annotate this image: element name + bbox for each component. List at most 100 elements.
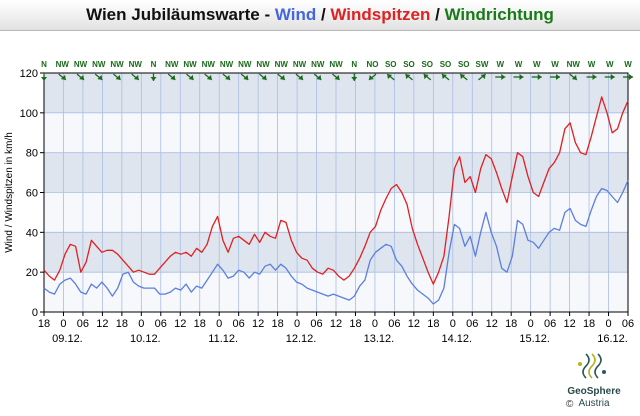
direction-arrow-head-icon (298, 74, 304, 80)
x-tick-label: 12 (486, 318, 498, 330)
x-tick-label: 12 (96, 318, 108, 330)
direction-arrow-head-icon (460, 74, 466, 80)
x-tick-label: 06 (622, 318, 634, 330)
logo-name: GeoSphere (567, 386, 621, 397)
title-wind: Wind (274, 5, 317, 24)
direction-label: NW (74, 60, 88, 69)
wind-series-line (43, 180, 629, 305)
x-tick-label: 18 (427, 318, 439, 330)
direction-label: W (606, 60, 614, 69)
y-tick-label: 80 (26, 148, 38, 160)
direction-arrow-head-icon (243, 74, 249, 80)
direction-label: SO (458, 60, 470, 69)
direction-arrow-head-icon (79, 74, 85, 80)
direction-label: SW (476, 60, 489, 69)
title-sep-2: / (316, 5, 331, 24)
logo-sub: Austria (578, 398, 610, 409)
y-tick-label: 60 (26, 188, 38, 200)
direction-arrow-head-icon (188, 74, 194, 80)
day-label: 12.12. (286, 333, 317, 345)
direction-arrow-head-icon (316, 74, 322, 80)
direction-label: NW (165, 60, 179, 69)
x-tick-label: 06 (388, 318, 400, 330)
x-tick-label: 12 (174, 318, 186, 330)
direction-arrow-head-icon (629, 74, 633, 80)
x-tick-label: 18 (349, 318, 361, 330)
direction-arrow-head-icon (405, 74, 411, 80)
day-label: 13.12. (364, 333, 395, 345)
x-tick-label: 12 (563, 318, 575, 330)
title-gusts: Windspitzen (330, 5, 431, 24)
y-tick-label: 40 (26, 227, 38, 239)
x-tick-label: 0 (138, 318, 144, 330)
x-tick-label: 0 (372, 318, 378, 330)
x-tick-label: 12 (252, 318, 264, 330)
direction-label: NW (110, 60, 124, 69)
direction-label: NW (567, 60, 581, 69)
direction-arrow-head-icon (537, 74, 542, 80)
direction-arrow-head-icon (279, 74, 285, 80)
direction-arrow-head-icon (501, 74, 506, 80)
title-direction: Windrichtung (444, 5, 554, 24)
x-tick-label: 18 (38, 318, 50, 330)
day-label: 10.12. (130, 333, 161, 345)
direction-arrow-head-icon (351, 77, 358, 81)
y-tick-label: 100 (20, 108, 38, 120)
x-tick-label: 0 (294, 318, 300, 330)
direction-arrow-head-icon (115, 74, 121, 80)
x-tick-label: 06 (77, 318, 89, 330)
direction-label: NW (220, 60, 234, 69)
direction-label: SO (385, 60, 397, 69)
direction-arrow-head-icon (610, 74, 615, 80)
y-tick-label: 20 (26, 267, 38, 279)
direction-label: NW (129, 60, 143, 69)
gust-series-line (43, 96, 629, 285)
direction-label: NW (293, 60, 307, 69)
x-tick-label: 18 (583, 318, 595, 330)
copyright: © (566, 399, 574, 410)
direction-label: W (551, 60, 559, 69)
direction-label: N (41, 60, 47, 69)
direction-arrow-head-icon (441, 74, 447, 80)
y-tick-label: 120 (20, 68, 38, 80)
direction-label: NW (56, 60, 70, 69)
direction-label: NO (367, 60, 379, 69)
x-tick-label: 0 (528, 318, 534, 330)
x-tick-label: 06 (233, 318, 245, 330)
direction-arrow-head-icon (41, 77, 47, 81)
x-tick-label: 0 (60, 318, 66, 330)
direction-arrow-head-icon (170, 74, 176, 80)
direction-arrow-head-icon (571, 74, 577, 80)
direction-label: NW (329, 60, 343, 69)
x-tick-label: 12 (330, 318, 342, 330)
direction-arrow-head-icon (592, 74, 597, 80)
x-tick-label: 12 (408, 318, 420, 330)
direction-arrow-head-icon (206, 74, 212, 80)
title-sep-1: - (259, 5, 275, 24)
x-tick-label: 0 (216, 318, 222, 330)
direction-label: NW (311, 60, 325, 69)
direction-arrow-head-icon (150, 77, 157, 81)
x-tick-label: 0 (450, 318, 456, 330)
x-tick-label: 06 (466, 318, 478, 330)
direction-arrow-head-icon (60, 74, 66, 80)
day-label: 15.12. (519, 333, 550, 345)
x-tick-label: 06 (544, 318, 556, 330)
direction-arrow-head-icon (423, 74, 429, 80)
title-station: Wien Jubiläumswarte (86, 5, 260, 24)
direction-arrow-head-icon (97, 74, 103, 80)
x-tick-label: 0 (605, 318, 611, 330)
x-tick-label: 18 (271, 318, 283, 330)
x-tick-label: 18 (505, 318, 517, 330)
direction-label: N (351, 60, 357, 69)
day-label: 14.12. (442, 333, 473, 345)
direction-label: NW (238, 60, 252, 69)
direction-label: NW (92, 60, 106, 69)
title-sep-3: / (430, 5, 445, 24)
direction-label: SO (421, 60, 433, 69)
direction-label: W (588, 60, 596, 69)
chart-title: Wien Jubiläumswarte - Wind / Windspitzen… (0, 0, 640, 31)
direction-arrow-head-icon (368, 74, 374, 80)
direction-label: NW (183, 60, 197, 69)
direction-arrow-head-icon (225, 74, 231, 80)
